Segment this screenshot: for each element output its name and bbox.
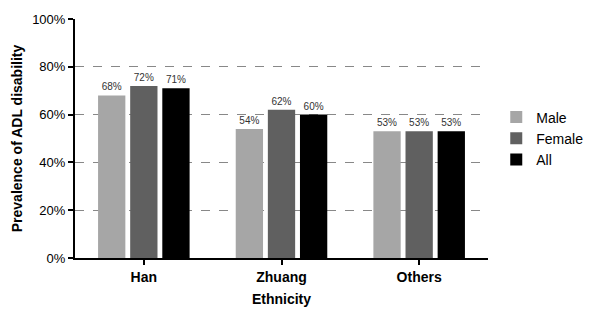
svg-text:40%: 40% — [39, 155, 65, 170]
svg-text:60%: 60% — [39, 107, 65, 122]
svg-text:20%: 20% — [39, 203, 65, 218]
svg-text:53%: 53% — [377, 117, 397, 128]
svg-text:80%: 80% — [39, 59, 65, 74]
svg-text:Male: Male — [536, 110, 567, 126]
svg-text:53%: 53% — [441, 117, 461, 128]
svg-text:53%: 53% — [409, 117, 429, 128]
svg-text:100%: 100% — [32, 12, 66, 27]
svg-text:54%: 54% — [239, 115, 259, 126]
svg-text:Prevalence of ADL disability: Prevalence of ADL disability — [9, 45, 25, 233]
svg-text:All: All — [536, 152, 552, 168]
svg-text:0%: 0% — [47, 251, 66, 266]
svg-text:Zhuang: Zhuang — [256, 269, 307, 285]
svg-text:71%: 71% — [166, 74, 186, 85]
svg-text:Ethnicity: Ethnicity — [252, 291, 311, 307]
svg-text:Han: Han — [131, 269, 157, 285]
svg-text:72%: 72% — [134, 72, 154, 83]
svg-text:60%: 60% — [304, 101, 324, 112]
svg-text:68%: 68% — [102, 81, 122, 92]
svg-text:Others: Others — [397, 269, 442, 285]
svg-text:62%: 62% — [271, 96, 291, 107]
svg-text:Female: Female — [536, 131, 583, 147]
